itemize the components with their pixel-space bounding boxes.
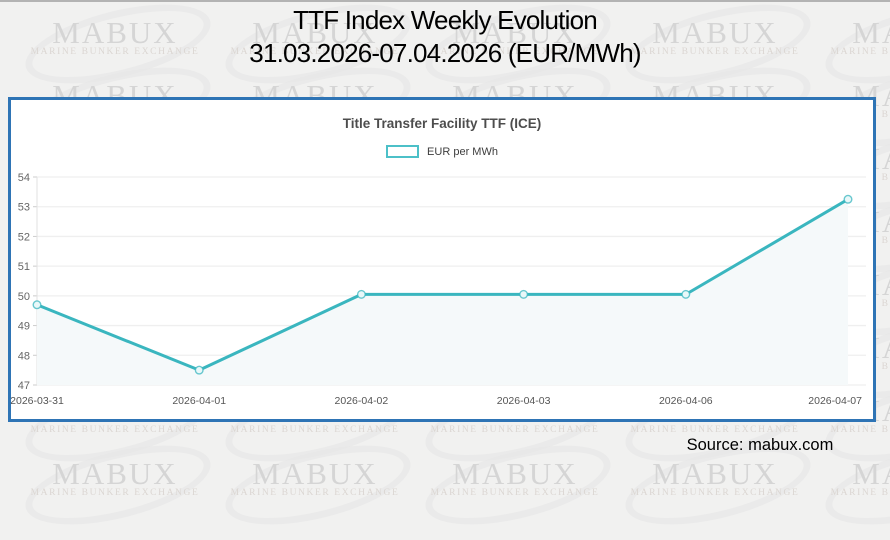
data-point <box>356 289 366 299</box>
watermark-brand: MABUX <box>852 456 890 491</box>
watermark-subtitle: MARINE BUNKER EXCHANGE <box>30 425 200 435</box>
data-point <box>32 300 42 310</box>
y-axis-label: 51 <box>18 261 30 273</box>
watermark-subtitle: MARINE BUNKER EXCHANGE <box>430 47 600 57</box>
page-title-line2: 31.03.2026-07.04.2026 (EUR/MWh) <box>249 38 641 68</box>
watermark-subtitle: MARINE BUNKER EXCHANGE <box>230 488 400 498</box>
watermark-subtitle: MARINE BUNKER EXCHANGE <box>830 488 890 498</box>
source-label: Source: mabux.com <box>686 436 834 454</box>
y-axis-label: 48 <box>18 350 30 362</box>
watermark-subtitle: MARINE BUNKER EXCHANGE <box>430 488 600 498</box>
y-axis-label: 49 <box>18 321 30 333</box>
chart-legend[interactable]: EUR per MWh <box>11 145 873 158</box>
watermark-subtitle: MARINE BUNKER EXCHANGE <box>630 425 800 435</box>
watermark-subtitle: MARINE BUNKER EXCHANGE <box>430 425 600 435</box>
watermark-subtitle: MARINE BUNKER EXCHANGE <box>230 425 400 435</box>
watermark-brand: MABUX <box>52 456 178 491</box>
x-axis-label: 2026-03-31 <box>11 395 64 407</box>
chart-title: Title Transfer Facility TTF (ICE) <box>342 116 542 131</box>
y-axis-label: 52 <box>18 231 30 243</box>
y-axis-label: 53 <box>18 202 30 214</box>
data-point <box>519 289 529 299</box>
watermark-subtitle: MARINE BUNKER EXCHANGE <box>830 425 890 435</box>
page-top-edge <box>0 0 890 2</box>
watermark-brand: MABUX <box>852 15 890 50</box>
data-point <box>194 365 204 375</box>
page-title-line1: TTF Index Weekly Evolution <box>293 5 598 35</box>
x-axis-label: 2026-04-02 <box>335 395 389 407</box>
data-point <box>843 194 853 204</box>
y-axis-label: 54 <box>18 172 30 184</box>
watermark-subtitle: MARINE BUNKER EXCHANGE <box>830 47 890 57</box>
watermark-brand: MABUX <box>452 456 578 491</box>
series-area <box>37 199 848 385</box>
watermark-brand: MABUX <box>252 456 378 491</box>
watermark-subtitle: MARINE BUNKER EXCHANGE <box>630 47 800 57</box>
chart-panel: 47 48 49 50 51 52 53 54 2026-03-31 2026-04-01 2026… <box>8 97 876 422</box>
watermark-brand: MABUX <box>452 15 578 50</box>
x-axis-label: 2026-04-03 <box>497 395 551 407</box>
watermark-brand: MABUX <box>52 15 178 50</box>
watermark-subtitle: MARINE BUNKER EXCHANGE <box>30 47 200 57</box>
x-axis-label: 2026-04-07 <box>808 395 862 407</box>
watermark-subtitle: MARINE BUNKER EXCHANGE <box>30 488 200 498</box>
x-axis-label: 2026-04-01 <box>172 395 226 407</box>
data-point <box>681 289 691 299</box>
watermark-subtitle: MARINE BUNKER EXCHANGE <box>230 47 400 57</box>
y-axis-label: 50 <box>18 291 30 303</box>
y-axis-label: 47 <box>18 380 30 392</box>
legend-label: EUR per MWh <box>427 145 498 158</box>
x-axis-label: 2026-04-06 <box>659 395 713 407</box>
watermark-brand: MABUX <box>652 456 778 491</box>
page-title: TTF Index Weekly Evolution 31.03.2026-07… <box>0 4 890 70</box>
ttf-line-chart: 47 48 49 50 51 52 53 54 2026-03-31 2026-04-01 2026… <box>11 172 866 407</box>
legend-swatch-icon <box>386 145 420 158</box>
watermark-subtitle: MARINE BUNKER EXCHANGE <box>630 488 800 498</box>
watermark-brand: MABUX <box>252 15 378 50</box>
watermark-brand: MABUX <box>652 15 778 50</box>
series-line <box>35 197 850 372</box>
